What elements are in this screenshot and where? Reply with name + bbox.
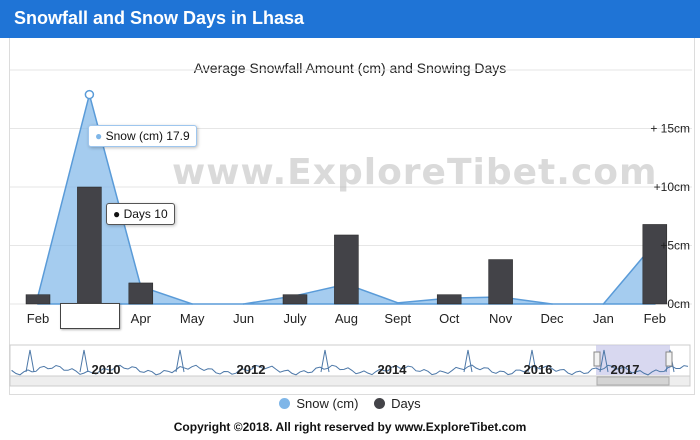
y-tick-label: 0cm — [667, 297, 690, 311]
days-bar — [282, 294, 308, 305]
page-title: Snowfall and Snow Days in Lhasa — [14, 8, 305, 28]
y-tick-label: +5cm — [660, 239, 690, 253]
x-tick-label: Apr — [131, 311, 152, 326]
legend-label-snow: Snow (cm) — [296, 396, 359, 411]
navigator-peak — [25, 349, 35, 373]
legend-item-snow[interactable]: Snow (cm) — [279, 396, 358, 411]
days-bar — [77, 186, 102, 305]
days-bar — [25, 294, 51, 305]
watermark: www.ExploreTibet.com — [172, 152, 658, 193]
scrollbar-track — [9, 375, 691, 387]
tooltip-snow: ● Snow (cm) 17.9 — [88, 125, 197, 147]
y-tick-label: +10cm — [654, 180, 690, 194]
navigator-year-label: 2016 — [524, 362, 553, 377]
x-tick-label: Aug — [335, 311, 358, 326]
navigator-year-label: 2014 — [378, 362, 408, 377]
navigator-peak — [175, 349, 185, 373]
snow-dot-icon — [279, 398, 291, 409]
navigator-year-label: 2017 — [611, 362, 640, 377]
days-bar — [334, 234, 359, 305]
navigator-peak — [527, 349, 537, 373]
x-tick-label: Dec — [540, 311, 564, 326]
days-bar — [436, 294, 462, 305]
x-tick-label: Oct — [439, 311, 460, 326]
navigator-selection — [596, 345, 670, 375]
navigator-peak — [599, 349, 609, 373]
navigator-peak — [463, 349, 473, 373]
legend: Snow (cm) Days — [0, 396, 700, 412]
copyright: Copyright ©2018. All right reserved by w… — [173, 420, 527, 434]
snow-point — [84, 89, 95, 100]
tooltip-days: ● Days 10 — [106, 203, 175, 225]
legend-label-days: Days — [391, 396, 421, 411]
scrollbar-thumb — [596, 376, 670, 386]
navigator-peak — [79, 349, 89, 373]
x-tick-label: Jan — [593, 311, 614, 326]
navigator-year-label: 2012 — [237, 362, 266, 377]
navigator-line — [11, 364, 689, 376]
navigator-peak — [320, 349, 330, 373]
y-tick-label: + 15cm — [650, 122, 690, 136]
legend-item-days[interactable]: Days — [374, 396, 421, 411]
x-tick-label: Jun — [233, 311, 254, 326]
tooltip-days-label: Days 10 — [123, 207, 168, 221]
x-axis-highlight — [60, 303, 120, 329]
tooltip-snow-label: Snow (cm) 17.9 — [105, 129, 190, 143]
days-bar — [128, 282, 154, 305]
chart-title: Average Snowfall Amount (cm) and Snowing… — [193, 60, 507, 76]
x-tick-label: Feb — [644, 311, 666, 326]
x-tick-label: Feb — [27, 311, 49, 326]
x-tick-label: Nov — [489, 311, 513, 326]
days-bar — [488, 259, 513, 305]
x-tick-label: May — [180, 311, 205, 326]
days-bar — [642, 224, 668, 305]
days-dot-icon — [374, 398, 386, 409]
navigator-handle-left — [593, 351, 601, 367]
navigator-year-label: 2010 — [92, 362, 121, 377]
header-bar: Snowfall and Snow Days in Lhasa — [0, 0, 700, 38]
x-tick-label: July — [283, 311, 307, 326]
x-tick-label: Sept — [384, 311, 411, 326]
navigator-handle-right — [665, 351, 673, 367]
